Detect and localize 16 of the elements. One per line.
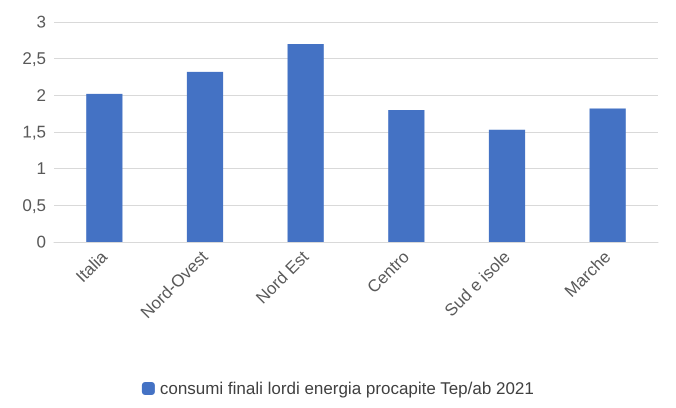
bar <box>186 72 224 242</box>
bar <box>388 110 424 242</box>
y-tick-label: 3 <box>36 12 46 32</box>
bar <box>288 44 324 242</box>
y-tick-label: 0,5 <box>22 196 46 215</box>
bar <box>86 94 122 242</box>
x-tick-label: Sud e isole <box>440 247 514 320</box>
y-tick-label: 2 <box>36 86 46 105</box>
y-tick-label: 2,5 <box>22 49 46 68</box>
legend-label: consumi finali lordi energia procapite Tep/ab 2021 <box>160 379 534 398</box>
y-tick-label: 1 <box>36 159 46 178</box>
y-tick-label: 0 <box>36 232 46 252</box>
bar <box>590 108 626 242</box>
y-tick-label: 1,5 <box>22 122 46 142</box>
x-tick-label: Italia <box>72 246 112 286</box>
bar <box>488 130 526 242</box>
